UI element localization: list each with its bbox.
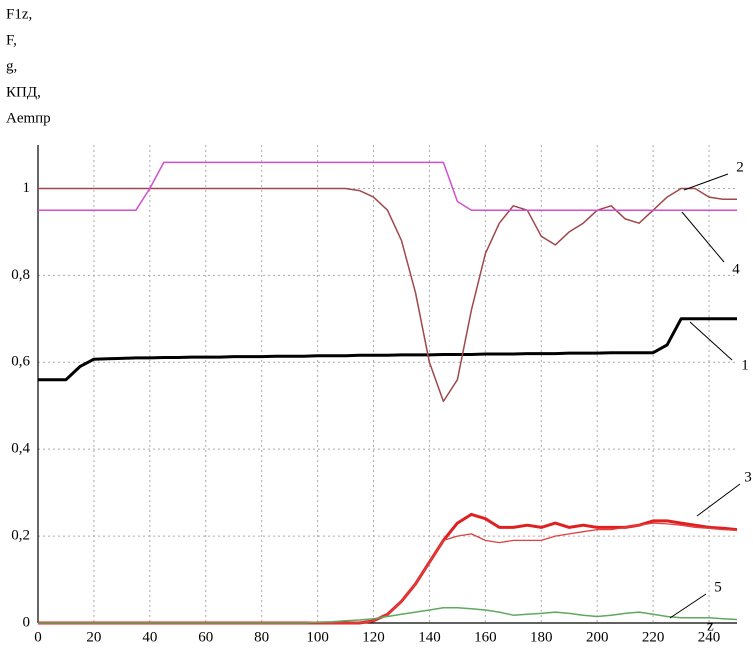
y-tick-label: 0,8 — [11, 267, 30, 283]
x-tick-label: 40 — [142, 629, 157, 645]
y-tick-label: 0 — [23, 614, 31, 630]
x-tick-label: 80 — [254, 629, 269, 645]
x-tick-label: 0 — [34, 629, 42, 645]
series-label: 1 — [741, 357, 749, 373]
y-axis-label: F, — [6, 32, 17, 48]
x-tick-label: 160 — [474, 629, 497, 645]
y-axis-label: F1z, — [6, 6, 32, 22]
x-tick-label: 200 — [586, 629, 609, 645]
series-label: 3 — [744, 469, 752, 485]
leader-line — [689, 321, 733, 361]
x-tick-label: 220 — [642, 629, 665, 645]
y-tick-label: 1 — [23, 180, 31, 196]
x-tick-label: 60 — [198, 629, 213, 645]
x-axis-label: z — [707, 618, 714, 634]
x-tick-label: 240 — [698, 629, 721, 645]
series-line — [38, 317, 737, 382]
leader-line — [696, 483, 741, 517]
series-label: 2 — [736, 159, 744, 175]
leader-line — [669, 593, 707, 619]
series-label: 5 — [714, 579, 722, 595]
x-tick-label: 100 — [306, 629, 329, 645]
series-line — [38, 522, 738, 624]
y-tick-label: 0,4 — [11, 441, 30, 457]
x-tick-label: 180 — [530, 629, 553, 645]
series-line — [38, 161, 737, 211]
y-axis-label: g, — [6, 58, 17, 74]
series-line — [38, 187, 737, 403]
x-tick-label: 20 — [86, 629, 101, 645]
series-line — [38, 607, 738, 624]
series-line — [38, 512, 738, 625]
series-label: 4 — [732, 261, 740, 277]
x-tick-label: 120 — [362, 629, 385, 645]
y-tick-label: 0,2 — [11, 528, 30, 544]
y-axis-label: Aemпр — [6, 110, 51, 126]
x-tick-label: 140 — [418, 629, 441, 645]
y-axis-label: КПД, — [6, 84, 41, 100]
y-tick-label: 0,6 — [11, 354, 30, 370]
leader-line — [683, 173, 729, 191]
leader-line — [681, 211, 725, 263]
